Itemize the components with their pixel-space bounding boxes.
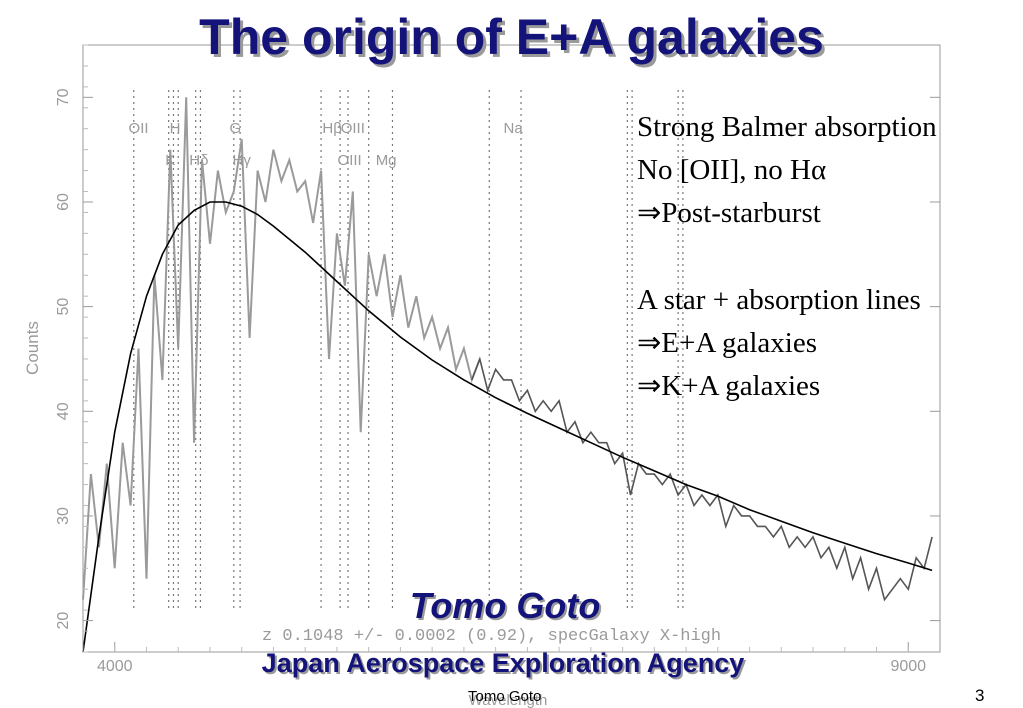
- note-line: A star + absorption lines: [637, 284, 921, 316]
- fit-curve: [82, 201, 933, 653]
- line-label: OIII: [338, 152, 362, 169]
- y-axis-ticks: 20 30 40 50 60 70: [55, 44, 940, 653]
- note-line: No [OII], no Hα: [637, 154, 827, 186]
- x-tick-label: 9000: [890, 658, 926, 675]
- absorption-line-markers: [133, 90, 684, 611]
- x-tick-label: 4000: [97, 658, 133, 675]
- y-tick-label: 70: [55, 88, 72, 106]
- line-label: Hβ: [322, 120, 342, 137]
- line-label: OII: [129, 120, 149, 137]
- spectrum-series: [82, 97, 481, 600]
- note-line: Strong Balmer absorption: [637, 111, 937, 143]
- author-name: Tomo Goto: [409, 585, 601, 626]
- footer-author: Tomo Goto: [468, 688, 542, 705]
- line-label: OIII: [341, 120, 365, 137]
- y-tick-label: 30: [55, 507, 72, 525]
- agency-name: Japan Aerospace Exploration Agency: [261, 648, 745, 678]
- line-label: Mg: [376, 152, 397, 169]
- slide-title: The origin of E+A galaxies: [199, 9, 824, 65]
- plot-frame: [82, 44, 941, 653]
- x-axis-label: Wavelength: [469, 692, 548, 708]
- y-tick-label: 60: [55, 193, 72, 211]
- notes-box: Strong Balmer absorption No [OII], no Hα…: [637, 106, 937, 408]
- line-label: G: [230, 120, 242, 137]
- y-tick-label: 20: [55, 612, 72, 630]
- line-label: H: [170, 120, 181, 137]
- x-axis-ticks: 4000 9000: [97, 642, 926, 675]
- note-line: ⇒K+A galaxies: [637, 370, 821, 402]
- note-line: ⇒Post-starburst: [637, 197, 821, 229]
- line-label: Na: [503, 120, 523, 137]
- spectrum-series-dark: [471, 356, 933, 602]
- note-spacer: [637, 235, 937, 279]
- note-line: ⇒E+A galaxies: [637, 327, 817, 359]
- y-tick-label: 50: [55, 298, 72, 316]
- y-tick-label: 40: [55, 402, 72, 420]
- y-axis-label: Counts: [23, 321, 42, 375]
- plot-caption: z 0.1048 +/- 0.0002 (0.92), specGalaxy X…: [262, 627, 721, 646]
- page-number: 3: [975, 686, 985, 705]
- line-label: Hδ: [189, 152, 208, 169]
